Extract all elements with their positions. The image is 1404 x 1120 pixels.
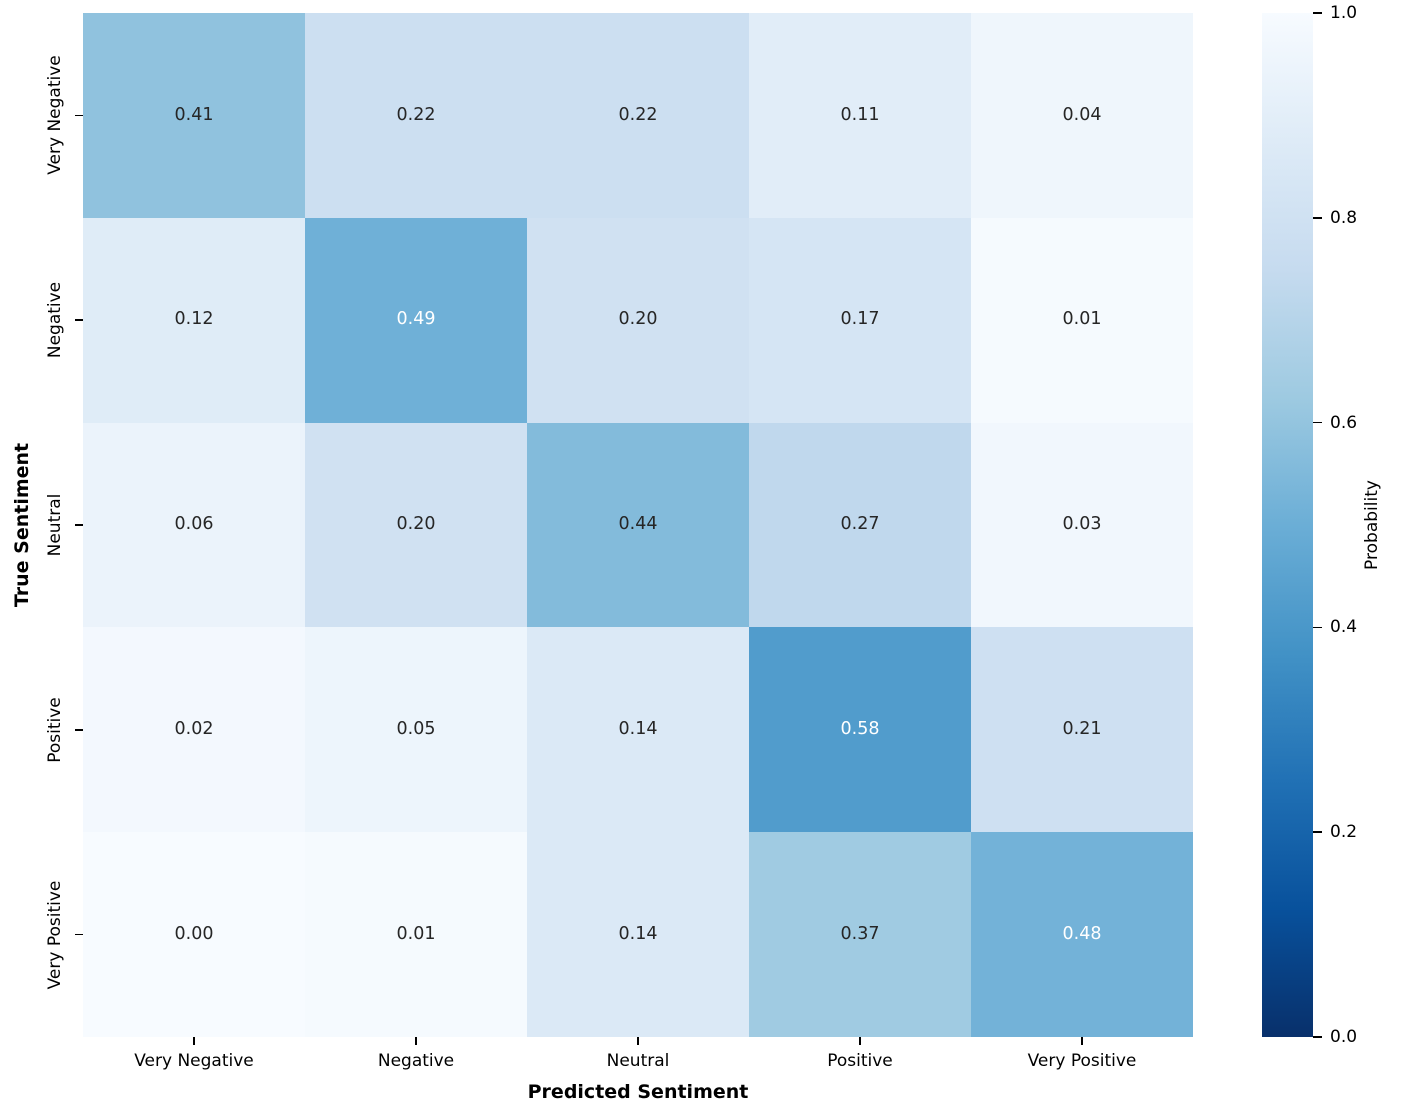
x-tick-label: Positive xyxy=(827,1051,893,1071)
heatmap-cell: 0.04 xyxy=(971,13,1193,218)
cell-value: 0.12 xyxy=(174,309,214,330)
heatmap-cell: 0.44 xyxy=(527,422,749,628)
y-tick-label: Very Negative xyxy=(45,55,65,176)
heatmap-cell: 0.20 xyxy=(527,217,749,423)
y-tick-mark xyxy=(75,933,83,936)
x-tick-mark xyxy=(1081,1037,1083,1045)
y-tick-mark xyxy=(75,114,83,117)
heatmap-cell: 0.17 xyxy=(749,217,971,423)
x-tick-label: Very Negative xyxy=(134,1051,254,1071)
colorbar-tick-mark xyxy=(1313,217,1322,219)
heatmap-cell: 0.14 xyxy=(527,832,749,1037)
x-tick-label: Neutral xyxy=(606,1051,670,1071)
y-tick-mark xyxy=(75,729,83,731)
heatmap-cell: 0.12 xyxy=(83,217,305,423)
cell-value: 0.27 xyxy=(840,514,880,535)
colorbar-tick-mark xyxy=(1313,421,1322,424)
x-axis-title: Predicted Sentiment xyxy=(527,1081,749,1103)
heatmap-grid: 0.41 0.22 0.22 0.11 0.04 0.12 0.49 0.20 0.17 0.01… xyxy=(83,13,1193,1037)
heatmap-cell: 0.22 xyxy=(527,13,749,218)
x-tick-label: Negative xyxy=(377,1051,455,1071)
heatmap-cell: 0.05 xyxy=(305,627,527,833)
heatmap-cell: 0.20 xyxy=(305,422,527,628)
heatmap-cell: 0.06 xyxy=(83,422,305,628)
colorbar-tick-label: 1.0 xyxy=(1330,3,1358,23)
colorbar-tick-label: 0.6 xyxy=(1330,412,1358,433)
colorbar-tick-label: 0.8 xyxy=(1330,207,1358,228)
colorbar-tick-label: 0.0 xyxy=(1330,1027,1358,1047)
cell-value: 0.41 xyxy=(174,104,214,125)
y-tick-mark xyxy=(75,524,83,526)
x-tick-mark xyxy=(415,1037,417,1045)
cell-value: 0.44 xyxy=(618,514,658,535)
cell-value: 0.20 xyxy=(396,514,436,535)
y-tick-label: Negative xyxy=(45,282,65,359)
colorbar-tick-mark xyxy=(1313,12,1322,14)
colorbar-label: Probability xyxy=(1362,480,1382,570)
cell-value: 0.04 xyxy=(1062,104,1102,125)
x-tick-mark xyxy=(859,1037,861,1045)
cell-value: 0.22 xyxy=(396,104,436,125)
cell-value: 0.06 xyxy=(174,514,214,535)
y-axis-title: True Sentiment xyxy=(11,442,33,608)
cell-value: 0.48 xyxy=(1062,923,1102,944)
heatmap-cell: 0.48 xyxy=(971,832,1193,1037)
heatmap-cell: 0.27 xyxy=(749,422,971,628)
colorbar-tick-mark xyxy=(1313,626,1322,629)
colorbar-tick-mark xyxy=(1313,831,1322,833)
cell-value: 0.01 xyxy=(396,923,436,944)
cell-value: 0.17 xyxy=(840,309,880,330)
y-tick-label: Positive xyxy=(45,697,65,763)
cell-value: 0.00 xyxy=(174,923,214,944)
cell-value: 0.02 xyxy=(174,719,214,740)
cell-value: 0.01 xyxy=(1062,309,1102,330)
colorbar-tick-mark xyxy=(1313,1036,1322,1038)
cell-value: 0.58 xyxy=(840,719,880,740)
colorbar-tick-label: 0.2 xyxy=(1330,822,1358,843)
heatmap-cell: 0.01 xyxy=(305,832,527,1037)
x-tick-mark xyxy=(637,1037,639,1045)
cell-value: 0.49 xyxy=(396,309,436,330)
y-tick-label: Very Positive xyxy=(45,880,65,989)
heatmap-cell: 0.02 xyxy=(83,627,305,833)
heatmap-cell: 0.21 xyxy=(971,627,1193,833)
cell-value: 0.05 xyxy=(396,719,436,740)
heatmap-cell: 0.11 xyxy=(749,13,971,218)
y-tick-label: Neutral xyxy=(45,493,65,557)
heatmap-cell: 0.14 xyxy=(527,627,749,833)
cell-value: 0.21 xyxy=(1062,719,1102,740)
cell-value: 0.14 xyxy=(618,719,658,740)
cell-value: 0.37 xyxy=(840,923,880,944)
heatmap-cell: 0.01 xyxy=(971,217,1193,423)
cell-value: 0.11 xyxy=(840,104,880,125)
y-tick-mark xyxy=(75,319,83,321)
heatmap-cell: 0.00 xyxy=(83,832,305,1037)
heatmap-cell: 0.58 xyxy=(749,627,971,833)
colorbar-gradient xyxy=(1262,13,1313,1037)
heatmap-cell: 0.22 xyxy=(305,13,527,218)
colorbar-tick-label: 0.4 xyxy=(1330,617,1358,638)
x-tick-mark xyxy=(193,1037,195,1045)
cell-value: 0.22 xyxy=(618,104,658,125)
heatmap-cell: 0.41 xyxy=(83,13,305,218)
heatmap-cell: 0.03 xyxy=(971,422,1193,628)
heatmap-cell: 0.37 xyxy=(749,832,971,1037)
cell-value: 0.03 xyxy=(1062,514,1102,535)
cell-value: 0.20 xyxy=(618,309,658,330)
cell-value: 0.14 xyxy=(618,923,658,944)
heatmap-cell: 0.49 xyxy=(305,217,527,423)
x-tick-label: Very Positive xyxy=(1027,1051,1137,1071)
